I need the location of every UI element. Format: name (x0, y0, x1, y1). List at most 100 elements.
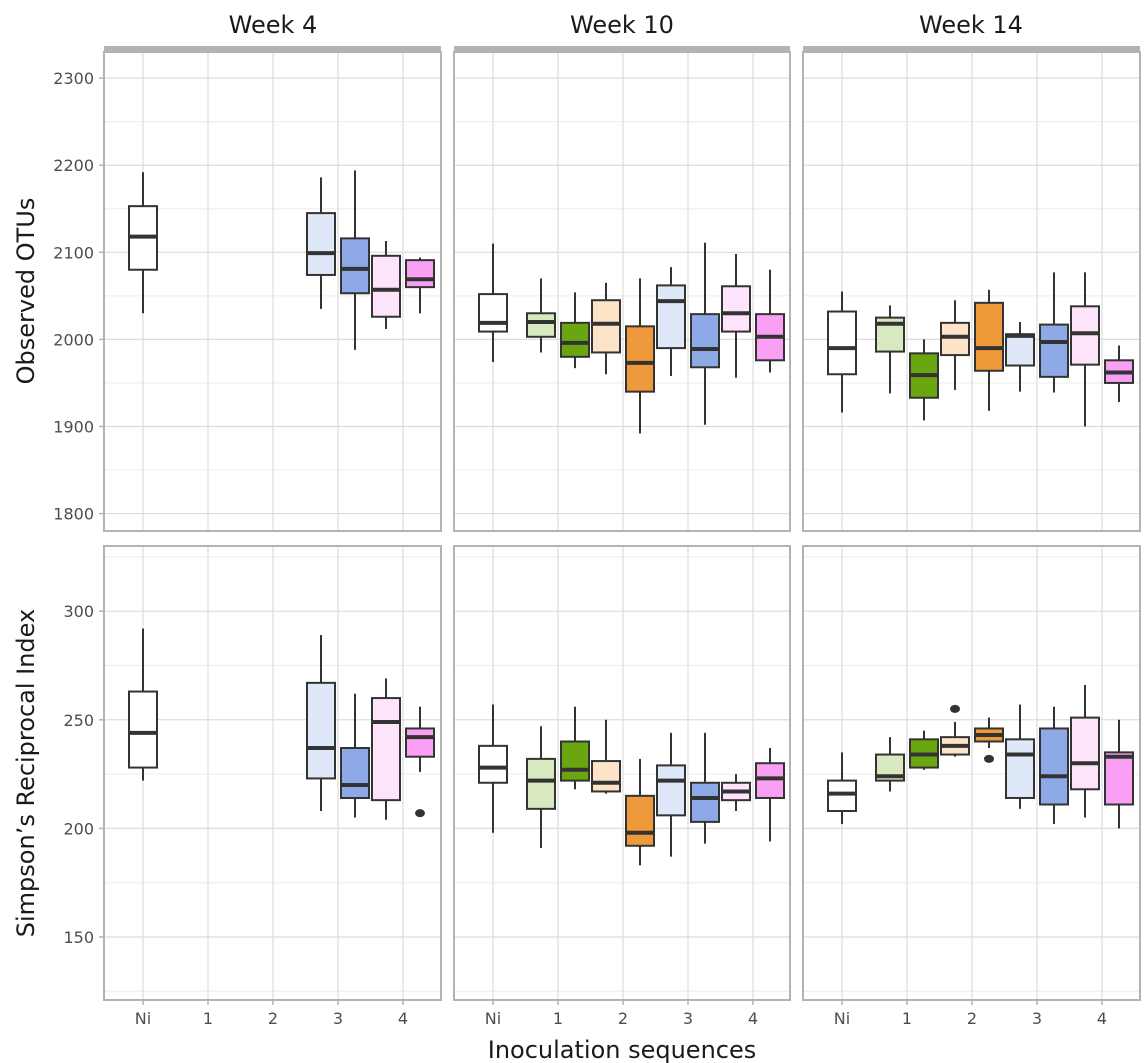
box-iqr (940, 321, 970, 357)
box-4-right (405, 706, 435, 818)
box-3-left (1005, 704, 1035, 809)
facet-panels (103, 46, 1141, 1001)
x-tick-label-1: 1 (902, 1009, 912, 1028)
y-tick-label: 150 (63, 928, 94, 947)
panel-border (453, 51, 791, 532)
box-3-left (306, 635, 336, 812)
box-Ni-center (827, 752, 857, 825)
outlier-point (415, 809, 425, 818)
panel-otus-week-14 (802, 46, 1141, 532)
box-1-right (909, 730, 939, 770)
box-iqr (371, 254, 401, 318)
y-tick-labels: 1800 1900 2000 2100 2200 2300 150 200 250 300 (53, 69, 104, 947)
box-iqr (1070, 305, 1100, 366)
box-2-left (940, 300, 970, 390)
box-1-left (526, 278, 556, 353)
box-iqr (1005, 333, 1035, 367)
x-tick-label-2: 2 (967, 1009, 977, 1028)
y-tick-label: 2300 (53, 69, 94, 88)
x-tick-label-2: 2 (268, 1009, 278, 1028)
box-iqr (306, 681, 336, 780)
box-3-right (1039, 706, 1069, 825)
x-tick-label-3: 3 (333, 1009, 343, 1028)
box-2-right (625, 758, 655, 866)
box-iqr (591, 760, 621, 793)
box-3-right (340, 170, 370, 350)
box-iqr (478, 744, 508, 784)
box-Ni-center (478, 704, 508, 833)
box-4-right (1104, 345, 1134, 403)
box-4-right (405, 257, 435, 314)
box-iqr (1005, 738, 1035, 799)
box-3-left (656, 267, 686, 376)
panel-border (802, 51, 1141, 532)
box-iqr (721, 285, 751, 333)
x-tick-label-ni: Ni (135, 1009, 151, 1028)
box-iqr (690, 781, 720, 823)
box-iqr (974, 301, 1004, 372)
box-iqr (526, 757, 556, 810)
y-axis-title-simpson-index: Simpson’s Reciprocal Index (12, 609, 40, 937)
box-1-right (560, 706, 590, 790)
x-tick-label-3: 3 (683, 1009, 693, 1028)
box-1-right (909, 339, 939, 421)
box-iqr (625, 325, 655, 393)
box-iqr (1070, 716, 1100, 791)
y-tick-label: 1800 (53, 505, 94, 524)
box-iqr (1104, 751, 1134, 806)
y-tick-label: 2100 (53, 243, 94, 262)
y-tick-label: 300 (63, 602, 94, 621)
box-3-left (306, 177, 336, 309)
box-2-left (591, 719, 621, 794)
box-1-left (875, 737, 905, 792)
strip-label-week-14: Week 14 (919, 11, 1023, 39)
x-tick-label-ni: Ni (834, 1009, 850, 1028)
y-tick-label: 200 (63, 819, 94, 838)
box-3-right (690, 732, 720, 844)
box-iqr (340, 237, 370, 295)
box-iqr (340, 747, 370, 799)
box-iqr (478, 293, 508, 333)
box-2-right (625, 278, 655, 434)
box-iqr (625, 794, 655, 847)
strip-label-week-10: Week 10 (570, 11, 674, 39)
box-1-left (526, 726, 556, 848)
box-iqr (560, 740, 590, 782)
box-iqr (755, 762, 785, 799)
box-3-right (340, 693, 370, 818)
box-4-left (371, 240, 401, 329)
panel-simpson-week-10 (453, 545, 791, 1001)
box-4-left (1070, 272, 1100, 427)
facet-strip-bar (104, 46, 441, 52)
box-iqr (690, 313, 720, 369)
x-tick-label-4: 4 (1097, 1009, 1107, 1028)
box-4-right (755, 748, 785, 842)
facet-strip-bar (454, 46, 790, 52)
y-tick-label: 2200 (53, 156, 94, 175)
x-tick-label-4: 4 (398, 1009, 408, 1028)
box-iqr (306, 212, 336, 276)
x-tick-label-1: 1 (203, 1009, 213, 1028)
x-tick-label-4: 4 (748, 1009, 758, 1028)
box-iqr (128, 690, 158, 769)
panel-border (453, 545, 791, 1001)
facet-strips: Week 4 Week 10 Week 14 (229, 11, 1023, 39)
box-4-left (721, 774, 751, 812)
box-iqr (591, 299, 621, 354)
box-Ni-center (827, 291, 857, 413)
box-1-left (875, 305, 905, 394)
box-Ni-center (128, 628, 158, 781)
panel-border (103, 51, 442, 532)
box-4-left (721, 254, 751, 378)
box-3-right (1039, 272, 1069, 393)
y-tick-label: 1900 (53, 417, 94, 436)
outlier-point (984, 754, 994, 763)
x-tick-label-ni: Ni (485, 1009, 501, 1028)
box-iqr (827, 310, 857, 376)
box-Ni-center (128, 172, 158, 314)
panel-simpson-week-14 (802, 545, 1141, 1001)
x-tick-label-3: 3 (1032, 1009, 1042, 1028)
y-tick-label: 2000 (53, 330, 94, 349)
x-tick-label-2: 2 (618, 1009, 628, 1028)
